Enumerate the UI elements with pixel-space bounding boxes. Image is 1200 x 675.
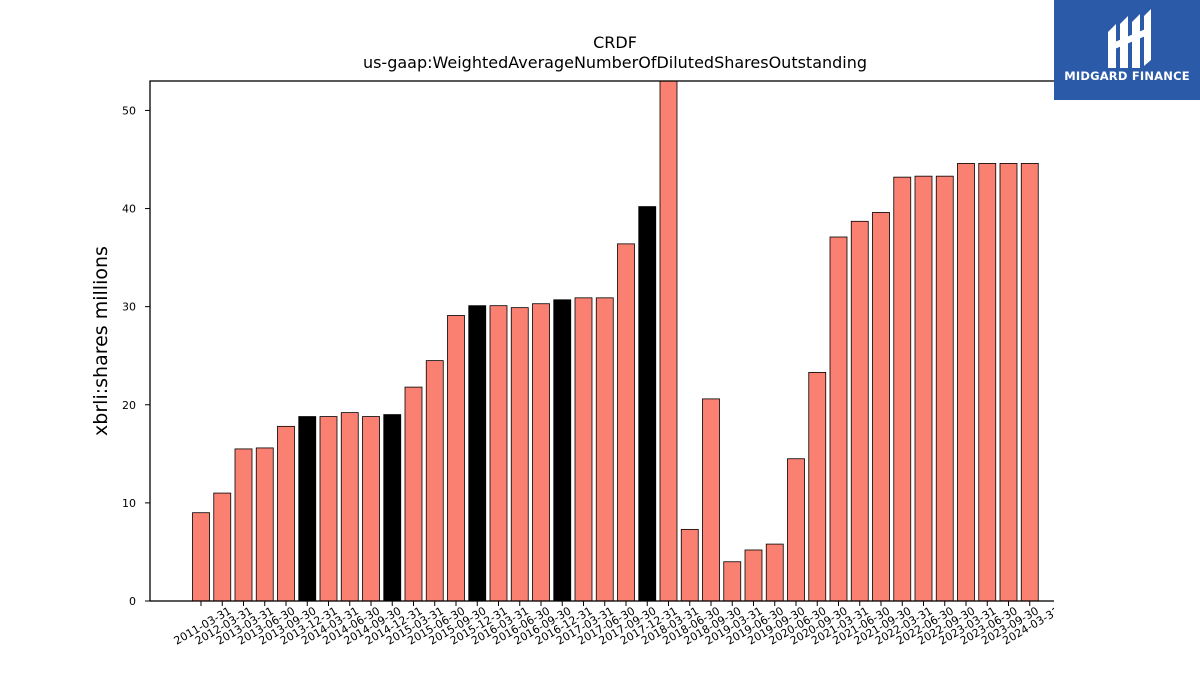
bar-2015-06-30 (425, 360, 444, 602)
y-axis: 0 10 20 30 40 50 (122, 104, 150, 608)
bar-2014-12-31 (383, 414, 402, 602)
y-tick-label: 30 (122, 301, 136, 314)
bar-2016-12-31 (553, 299, 572, 602)
bar-2012-03-31 (213, 492, 232, 602)
chart-title: CRDF (593, 33, 637, 52)
bar-2014-03-31 (319, 416, 338, 602)
bar-2020-06-30 (787, 458, 805, 602)
bar-2013-06-30 (255, 447, 274, 602)
bar-2018-03-31 (659, 80, 678, 602)
bar-2015-03-31 (404, 386, 423, 602)
bar-2016-06-30 (510, 307, 529, 602)
bar-2013-12-31 (298, 416, 317, 602)
bar-2017-12-31 (638, 206, 657, 602)
bar-2015-09-30 (447, 315, 465, 602)
bar-2019-06-30 (744, 549, 763, 602)
y-tick-label: 40 (122, 203, 136, 216)
y-tick-label: 20 (122, 399, 136, 412)
bar-2014-09-30 (362, 416, 380, 602)
bar-2018-06-30 (680, 528, 699, 602)
bar-2011-03-31 (192, 512, 210, 602)
bars-group (192, 80, 1039, 602)
y-tick-label: 50 (122, 104, 136, 117)
bar-2021-09-30 (872, 212, 890, 602)
bar-2022-03-31 (893, 176, 912, 602)
bar-2017-03-31 (574, 297, 593, 602)
y-tick-label: 0 (129, 595, 136, 608)
bar-2021-03-31 (829, 236, 848, 602)
chart-subtitle: us-gaap:WeightedAverageNumberOfDilutedSh… (363, 53, 867, 72)
bar-2021-06-30 (850, 220, 869, 602)
bar-2022-06-30 (914, 175, 933, 602)
bar-chart: CRDF us-gaap:WeightedAverageNumberOfDilu… (90, 33, 1054, 648)
bar-2023-09-30 (999, 163, 1018, 602)
bar-2013-09-30 (277, 425, 295, 602)
midgard-finance-logo: MIDGARD FINANCE (1054, 0, 1200, 100)
plot-frame (149, 80, 1054, 602)
bar-2023-06-30 (978, 163, 997, 602)
midgard-logo-icon (1108, 9, 1151, 68)
bar-2019-03-31 (723, 561, 742, 602)
bar-2013-03-31 (234, 448, 253, 602)
y-tick-label: 10 (122, 497, 136, 510)
bar-2017-09-30 (617, 243, 635, 602)
bar-2023-03-31 (957, 163, 975, 602)
bar-2024-03-31 (1020, 163, 1039, 602)
bar-2019-09-30 (765, 543, 784, 602)
bar-2022-09-30 (935, 175, 954, 602)
bar-2020-09-30 (808, 371, 827, 602)
bar-2018-09-30 (702, 398, 720, 602)
bar-2014-06-30 (340, 412, 359, 602)
bar-2015-12-31 (468, 305, 487, 602)
logo-text: MIDGARD FINANCE (1064, 69, 1190, 83)
bar-2017-06-30 (595, 297, 614, 602)
x-axis: 2011-03-312012-03-312013-03-312013-06-30… (172, 601, 1054, 648)
bar-2016-03-31 (489, 305, 508, 602)
y-axis-label: xbrli:shares millions (90, 246, 112, 436)
bar-2016-09-30 (532, 303, 550, 602)
